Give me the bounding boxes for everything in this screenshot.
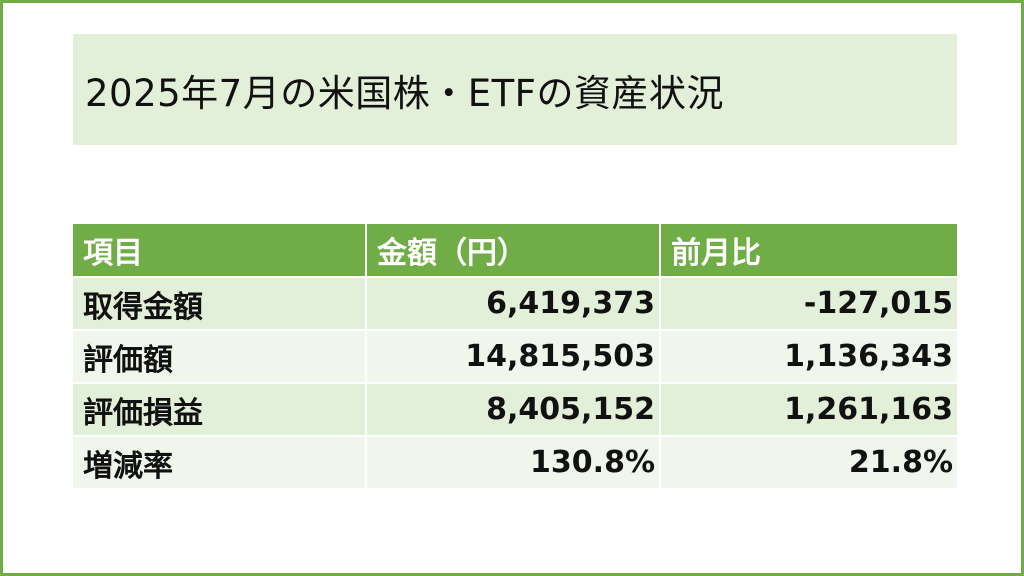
row-change: 21.8% bbox=[661, 435, 957, 488]
header-change: 前月比 bbox=[661, 224, 957, 276]
table-row: 評価額 14,815,503 1,136,343 bbox=[73, 329, 957, 382]
header-amount: 金額（円） bbox=[367, 224, 661, 276]
row-label: 増減率 bbox=[73, 435, 367, 488]
row-label: 取得金額 bbox=[73, 276, 367, 329]
row-change: 1,136,343 bbox=[661, 329, 957, 382]
row-change: 1,261,163 bbox=[661, 382, 957, 435]
table-row: 増減率 130.8% 21.8% bbox=[73, 435, 957, 488]
row-label: 評価損益 bbox=[73, 382, 367, 435]
page-title: 2025年7月の米国株・ETFの資産状況 bbox=[85, 71, 724, 115]
row-amount: 14,815,503 bbox=[367, 329, 661, 382]
row-change: -127,015 bbox=[661, 276, 957, 329]
row-amount: 130.8% bbox=[367, 435, 661, 488]
table-header-row: 項目 金額（円） 前月比 bbox=[73, 224, 957, 276]
row-amount: 8,405,152 bbox=[367, 382, 661, 435]
table-row: 評価損益 8,405,152 1,261,163 bbox=[73, 382, 957, 435]
table-row: 取得金額 6,419,373 -127,015 bbox=[73, 276, 957, 329]
header-item: 項目 bbox=[73, 224, 367, 276]
asset-table: 項目 金額（円） 前月比 取得金額 6,419,373 -127,015 評価額… bbox=[73, 224, 957, 488]
row-label: 評価額 bbox=[73, 329, 367, 382]
row-amount: 6,419,373 bbox=[367, 276, 661, 329]
title-banner: 2025年7月の米国株・ETFの資産状況 bbox=[73, 34, 957, 145]
